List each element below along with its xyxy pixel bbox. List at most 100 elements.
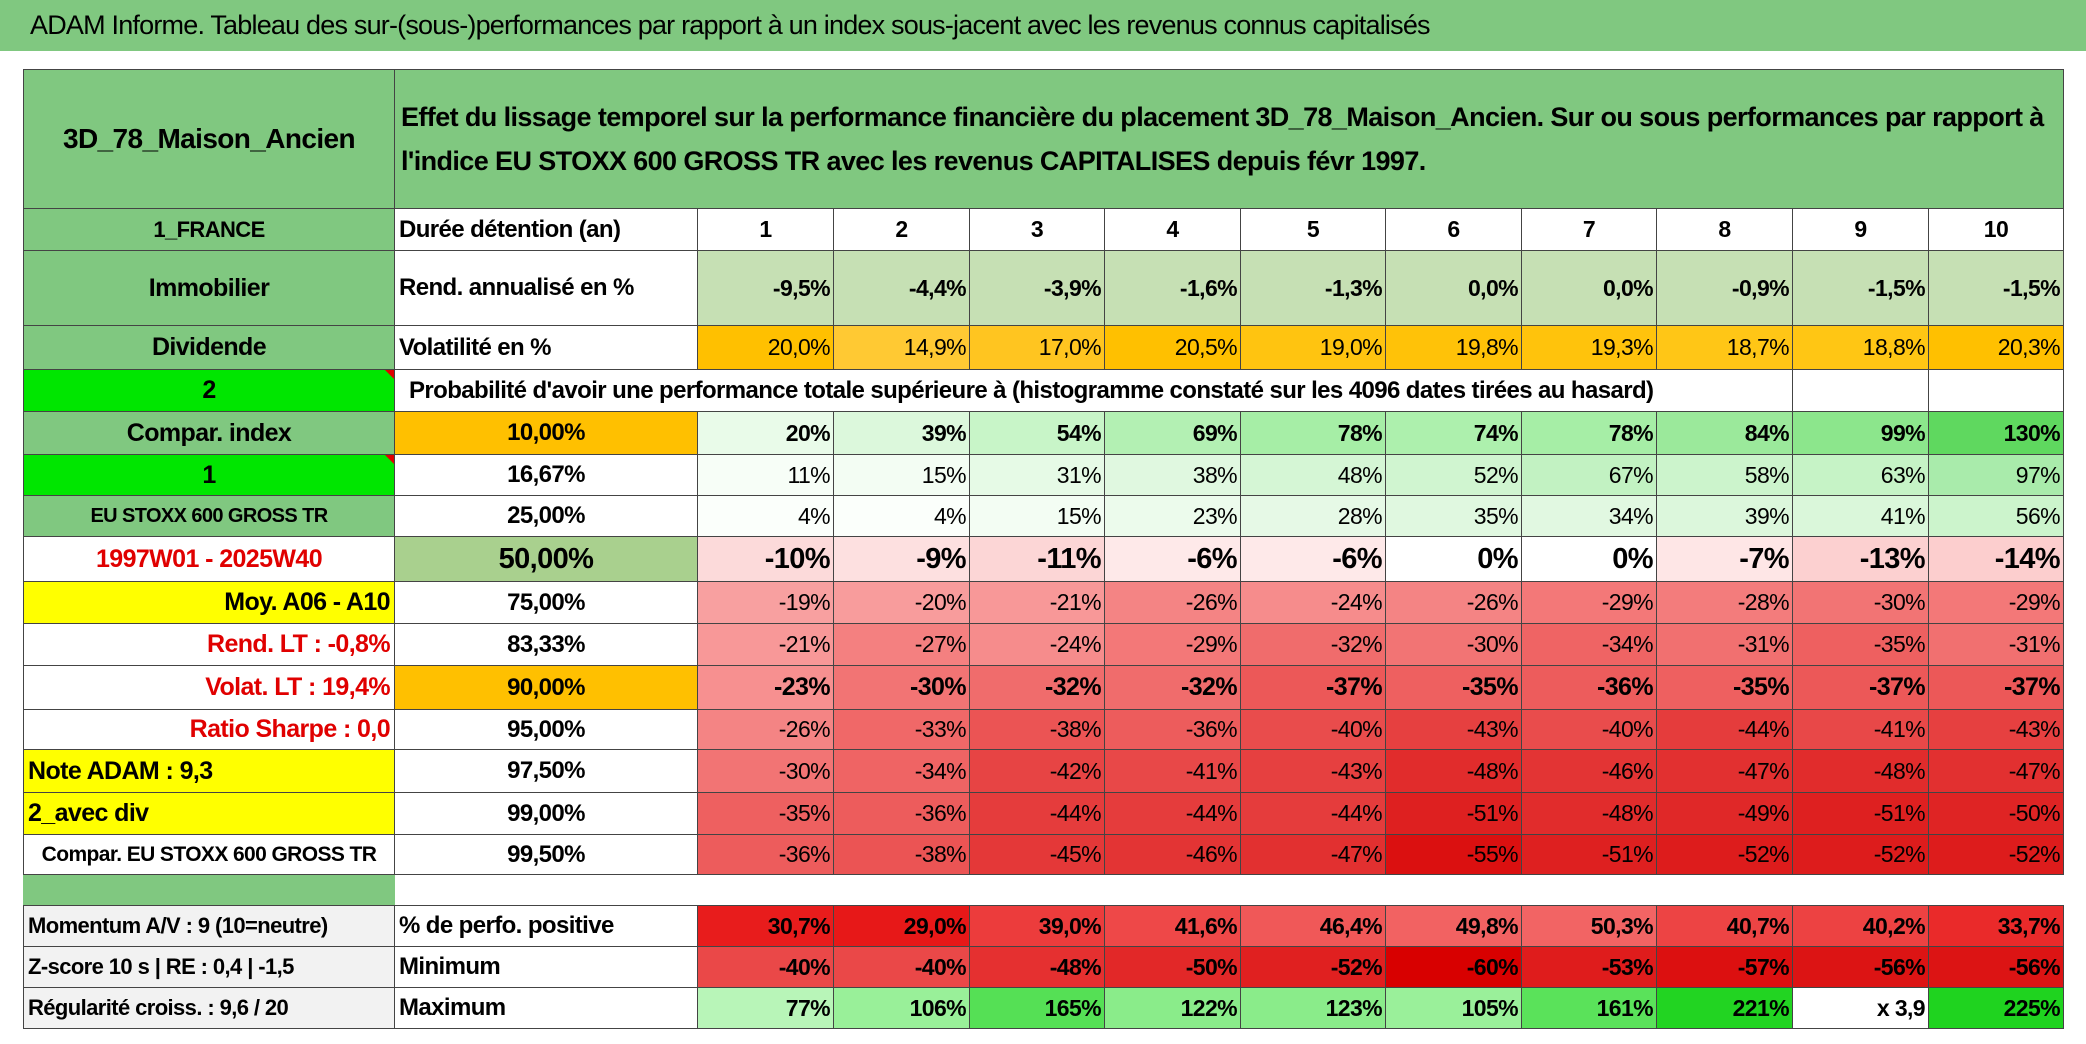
value-cell: -53% [1521,946,1657,988]
value-cell: -10% [697,536,834,582]
value-cell: -7% [1656,536,1793,582]
value-cell: -43% [1928,709,2064,750]
value-cell: -35% [1385,665,1522,710]
value-cell: 221% [1656,987,1793,1029]
value-cell: 14,9% [833,325,970,370]
value-cell: -43% [1385,709,1522,750]
row-label: EU STOXX 600 GROSS TR [23,495,395,537]
value-cell: 74% [1385,411,1522,455]
value-cell: -36% [697,834,834,875]
row-name: 10,00% [394,411,698,455]
value-cell: 58% [1656,454,1793,496]
value-cell: -55% [1385,834,1522,875]
value-cell: -36% [1521,665,1657,710]
value-cell: 1 [697,208,834,251]
row-label: 1 [23,454,395,496]
value-cell: 39% [833,411,970,455]
value-cell: -46% [1521,749,1657,793]
value-cell: 130% [1928,411,2064,455]
value-cell: -50% [1928,792,2064,835]
value-cell: -44% [969,792,1105,835]
value-cell: 18,8% [1792,325,1929,370]
value-cell: 5 [1240,208,1386,251]
value-cell: 19,8% [1385,325,1522,370]
comment-marker [385,370,394,379]
row-label: Ratio Sharpe : 0,0 [23,709,395,750]
value-cell: -37% [1792,665,1929,710]
value-cell: -0,9% [1656,250,1793,326]
value-cell: -40% [1521,709,1657,750]
value-cell: 105% [1385,987,1522,1029]
value-cell: 41% [1792,495,1929,537]
value-cell: -1,3% [1240,250,1386,326]
value-cell: 19,3% [1521,325,1657,370]
value-cell: 20,5% [1104,325,1241,370]
row-name: 97,50% [394,749,698,793]
value-cell: -6% [1104,536,1241,582]
empty-cell [1928,369,2064,412]
value-cell: 30,7% [697,905,834,947]
value-cell: 15% [833,454,970,496]
value-cell: -48% [1521,792,1657,835]
value-cell: 77% [697,987,834,1029]
value-cell: -41% [1792,709,1929,750]
value-cell: 39% [1656,495,1793,537]
row-name: 95,00% [394,709,698,750]
value-cell: -30% [697,749,834,793]
title-bar: ADAM Informe. Tableau des sur-(sous-)per… [0,0,2086,51]
value-cell: -4,4% [833,250,970,326]
value-cell: -42% [969,749,1105,793]
value-cell: -36% [1104,709,1241,750]
value-cell: 35% [1385,495,1522,537]
empty-cell [1792,369,1929,412]
value-cell: 122% [1104,987,1241,1029]
value-cell: 123% [1240,987,1386,1029]
value-cell: -35% [1792,623,1929,666]
row-name: Rend. annualisé en % [394,250,698,326]
value-cell: 78% [1240,411,1386,455]
value-cell: -11% [969,536,1105,582]
value-cell: -34% [833,749,970,793]
value-cell: -44% [1104,792,1241,835]
value-cell: -28% [1656,581,1793,624]
separator [23,874,395,906]
value-cell: -56% [1928,946,2064,988]
row-label: Volat. LT : 19,4% [23,665,395,710]
value-cell: -21% [969,581,1105,624]
value-cell: -52% [1240,946,1386,988]
value-cell: -33% [833,709,970,750]
value-cell: 4% [833,495,970,537]
value-cell: -30% [1792,581,1929,624]
value-cell: -9% [833,536,970,582]
value-cell: 0% [1385,536,1522,582]
value-cell: -14% [1928,536,2064,582]
value-cell: 19,0% [1240,325,1386,370]
value-cell: 161% [1521,987,1657,1029]
row-label: Moy. A06 - A10 [23,581,395,624]
value-cell: -24% [969,623,1105,666]
value-cell: 9 [1792,208,1929,251]
row-label: Note ADAM : 9,3 [23,749,395,793]
value-cell: -27% [833,623,970,666]
value-cell: 10 [1928,208,2064,251]
value-cell: 2 [833,208,970,251]
value-cell: -45% [969,834,1105,875]
value-cell: -9,5% [697,250,834,326]
row-label: Momentum A/V : 9 (10=neutre) [23,905,395,947]
row-name: 16,67% [394,454,698,496]
value-cell: -52% [1928,834,2064,875]
value-cell: -32% [1104,665,1241,710]
value-cell: -32% [969,665,1105,710]
value-cell: -30% [833,665,970,710]
row-name: 25,00% [394,495,698,537]
value-cell: 63% [1792,454,1929,496]
value-cell: -47% [1928,749,2064,793]
value-cell: -57% [1656,946,1793,988]
value-cell: -40% [833,946,970,988]
value-cell: -29% [1104,623,1241,666]
value-cell: -44% [1240,792,1386,835]
value-cell: 225% [1928,987,2064,1029]
value-cell: 3 [969,208,1105,251]
row-label: Rend. LT : -0,8% [23,623,395,666]
value-cell: -52% [1656,834,1793,875]
